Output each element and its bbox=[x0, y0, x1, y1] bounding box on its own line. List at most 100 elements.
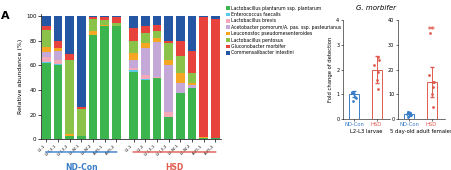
Point bbox=[429, 86, 437, 88]
Bar bbox=[65, 16, 74, 54]
Bar bbox=[88, 17, 97, 19]
Bar bbox=[129, 41, 138, 53]
Bar bbox=[77, 136, 86, 139]
Bar bbox=[141, 33, 150, 43]
Bar bbox=[112, 26, 120, 139]
Bar bbox=[54, 51, 62, 61]
Text: G. morbifer: G. morbifer bbox=[356, 5, 396, 11]
Bar bbox=[112, 16, 120, 17]
Bar bbox=[65, 136, 74, 139]
Bar bbox=[164, 43, 173, 61]
Bar bbox=[372, 70, 382, 119]
Bar bbox=[211, 138, 220, 139]
Bar bbox=[141, 79, 150, 80]
Bar bbox=[65, 61, 74, 134]
Bar bbox=[42, 30, 51, 47]
Bar bbox=[42, 63, 51, 139]
Bar bbox=[42, 52, 51, 57]
Point bbox=[406, 113, 414, 115]
Bar bbox=[176, 92, 184, 139]
Bar bbox=[100, 20, 109, 25]
Bar bbox=[164, 112, 173, 117]
Point bbox=[429, 81, 436, 83]
Bar bbox=[129, 70, 138, 72]
Point bbox=[404, 110, 411, 113]
Bar bbox=[176, 73, 184, 83]
Bar bbox=[188, 73, 196, 83]
Bar bbox=[54, 61, 62, 64]
Bar bbox=[77, 107, 86, 109]
Bar bbox=[404, 114, 414, 119]
Bar bbox=[65, 134, 74, 136]
Bar bbox=[211, 19, 220, 138]
Y-axis label: Relative abundance (%): Relative abundance (%) bbox=[18, 39, 23, 114]
X-axis label: L2-L3 larvae: L2-L3 larvae bbox=[350, 129, 383, 134]
Bar bbox=[141, 48, 150, 75]
Point bbox=[349, 92, 356, 95]
Bar bbox=[42, 57, 51, 62]
Point bbox=[405, 115, 412, 118]
Point bbox=[375, 58, 382, 61]
Bar bbox=[164, 61, 173, 65]
Point bbox=[371, 63, 378, 66]
Bar bbox=[199, 137, 208, 138]
Bar bbox=[42, 26, 51, 30]
Bar bbox=[199, 16, 208, 17]
Point bbox=[374, 56, 382, 59]
Bar bbox=[164, 117, 173, 139]
Legend: Lactobacillus plantarum ssp. plantarum, Enterococcus faecalis, Lactobacillus bre: Lactobacillus plantarum ssp. plantarum, … bbox=[226, 6, 341, 55]
Bar bbox=[188, 85, 196, 88]
Bar bbox=[152, 42, 161, 76]
Bar bbox=[112, 23, 120, 26]
Text: HSD: HSD bbox=[166, 163, 184, 170]
Bar bbox=[141, 16, 150, 26]
Bar bbox=[152, 25, 161, 31]
Point bbox=[406, 112, 413, 114]
Point bbox=[351, 96, 359, 98]
Bar bbox=[54, 64, 62, 65]
Point bbox=[351, 93, 358, 96]
Bar bbox=[42, 16, 51, 26]
Bar bbox=[427, 82, 437, 119]
Bar bbox=[176, 16, 184, 41]
Bar bbox=[129, 28, 138, 41]
Point bbox=[404, 110, 411, 113]
Bar bbox=[188, 83, 196, 85]
Bar bbox=[152, 76, 161, 78]
Point bbox=[430, 81, 437, 83]
Text: ND-Con: ND-Con bbox=[65, 163, 97, 170]
Bar bbox=[88, 31, 97, 35]
Bar bbox=[88, 35, 97, 139]
Bar bbox=[188, 88, 196, 139]
Bar bbox=[100, 26, 109, 139]
Text: **: ** bbox=[428, 26, 436, 35]
Bar bbox=[54, 41, 62, 48]
Bar bbox=[141, 75, 150, 79]
Text: A: A bbox=[1, 11, 9, 21]
Bar bbox=[129, 61, 138, 68]
Bar bbox=[129, 16, 138, 28]
Y-axis label: Fold change of detection: Fold change of detection bbox=[328, 37, 333, 102]
Bar bbox=[42, 62, 51, 63]
Bar bbox=[199, 17, 208, 137]
Point bbox=[373, 78, 381, 81]
Bar bbox=[77, 109, 86, 136]
Bar bbox=[164, 65, 173, 112]
Bar bbox=[42, 47, 51, 52]
Bar bbox=[129, 68, 138, 70]
Bar bbox=[88, 16, 97, 17]
Bar bbox=[141, 80, 150, 139]
Bar bbox=[54, 65, 62, 139]
Point bbox=[349, 90, 356, 93]
Bar bbox=[211, 16, 220, 19]
Point bbox=[426, 73, 433, 76]
Bar bbox=[188, 16, 196, 51]
Bar bbox=[152, 78, 161, 139]
Bar bbox=[199, 138, 208, 139]
Point bbox=[375, 88, 382, 91]
Bar bbox=[129, 72, 138, 139]
Point bbox=[404, 113, 411, 115]
Bar bbox=[54, 48, 62, 51]
Bar bbox=[176, 83, 184, 92]
Bar bbox=[100, 16, 109, 17]
